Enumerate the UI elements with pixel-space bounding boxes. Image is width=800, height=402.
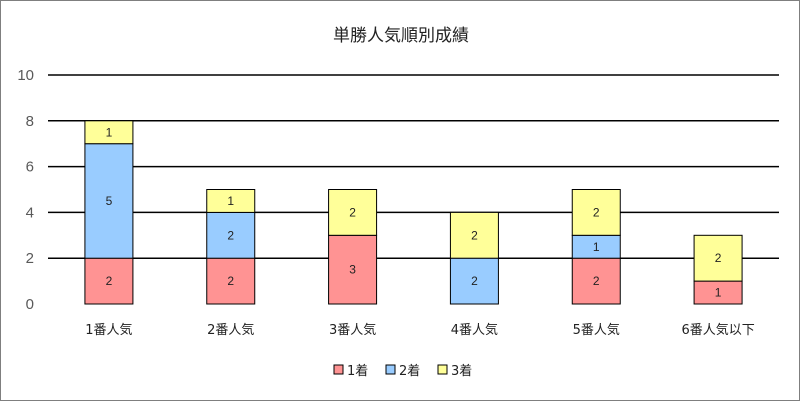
x-tick-label: 2番人気 bbox=[207, 322, 254, 338]
bar-segment bbox=[328, 234, 378, 305]
bar-segment bbox=[84, 257, 134, 305]
data-label: 5 bbox=[106, 194, 113, 208]
x-tick-label: 5番人気 bbox=[573, 322, 620, 338]
legend-swatch bbox=[385, 364, 396, 375]
data-label: 1 bbox=[715, 286, 722, 300]
data-label: 2 bbox=[593, 205, 600, 219]
bar-segment bbox=[449, 211, 499, 259]
x-axis: 1番人気 2番人気 3番人気 4番人気 5番人気 6番人気以下 bbox=[85, 322, 754, 338]
bars bbox=[84, 120, 743, 305]
bar-segment bbox=[206, 189, 256, 213]
y-tick-label: 8 bbox=[26, 113, 34, 130]
data-label: 2 bbox=[715, 251, 722, 265]
legend-label: 3着 bbox=[451, 363, 472, 379]
data-label: 3 bbox=[349, 263, 356, 277]
data-label: 2 bbox=[471, 274, 478, 288]
data-label: 2 bbox=[471, 228, 478, 242]
data-label: 2 bbox=[227, 274, 234, 288]
data-label: 2 bbox=[227, 228, 234, 242]
x-tick-label: 1番人気 bbox=[85, 322, 132, 338]
x-tick-label: 6番人気以下 bbox=[681, 322, 754, 338]
bar-segment bbox=[84, 120, 134, 145]
data-label: 1 bbox=[593, 240, 600, 254]
bar-segment bbox=[571, 189, 621, 236]
y-tick-label: 4 bbox=[26, 204, 34, 221]
y-tick-label: 2 bbox=[26, 250, 34, 267]
grid-layer bbox=[48, 74, 779, 259]
data-label: 2 bbox=[106, 274, 113, 288]
data-label: 1 bbox=[227, 194, 234, 208]
legend-label: 1着 bbox=[347, 363, 368, 379]
legend: 1着 2着 3着 bbox=[333, 363, 472, 379]
data-labels: 2 5 1 2 2 1 3 2 2 2 2 1 2 1 2 bbox=[106, 125, 722, 299]
y-tick-label: 6 bbox=[26, 159, 34, 176]
bar-segment bbox=[328, 189, 378, 236]
data-label: 2 bbox=[349, 205, 356, 219]
data-label: 1 bbox=[106, 125, 113, 139]
bar-segment bbox=[84, 143, 134, 259]
bar-segment bbox=[693, 234, 743, 282]
legend-swatch bbox=[333, 364, 344, 375]
x-tick-label: 3番人気 bbox=[329, 322, 376, 338]
chart-title: 単勝人気順別成績 bbox=[333, 26, 469, 46]
y-axis: 0 2 4 6 8 10 bbox=[17, 67, 34, 313]
bar-segment bbox=[206, 257, 256, 305]
legend-label: 2着 bbox=[399, 363, 420, 379]
data-label: 2 bbox=[593, 274, 600, 288]
x-tick-label: 4番人気 bbox=[451, 322, 498, 338]
legend-swatch bbox=[437, 364, 448, 375]
y-tick-label: 10 bbox=[17, 67, 34, 84]
y-tick-label: 0 bbox=[26, 296, 34, 313]
